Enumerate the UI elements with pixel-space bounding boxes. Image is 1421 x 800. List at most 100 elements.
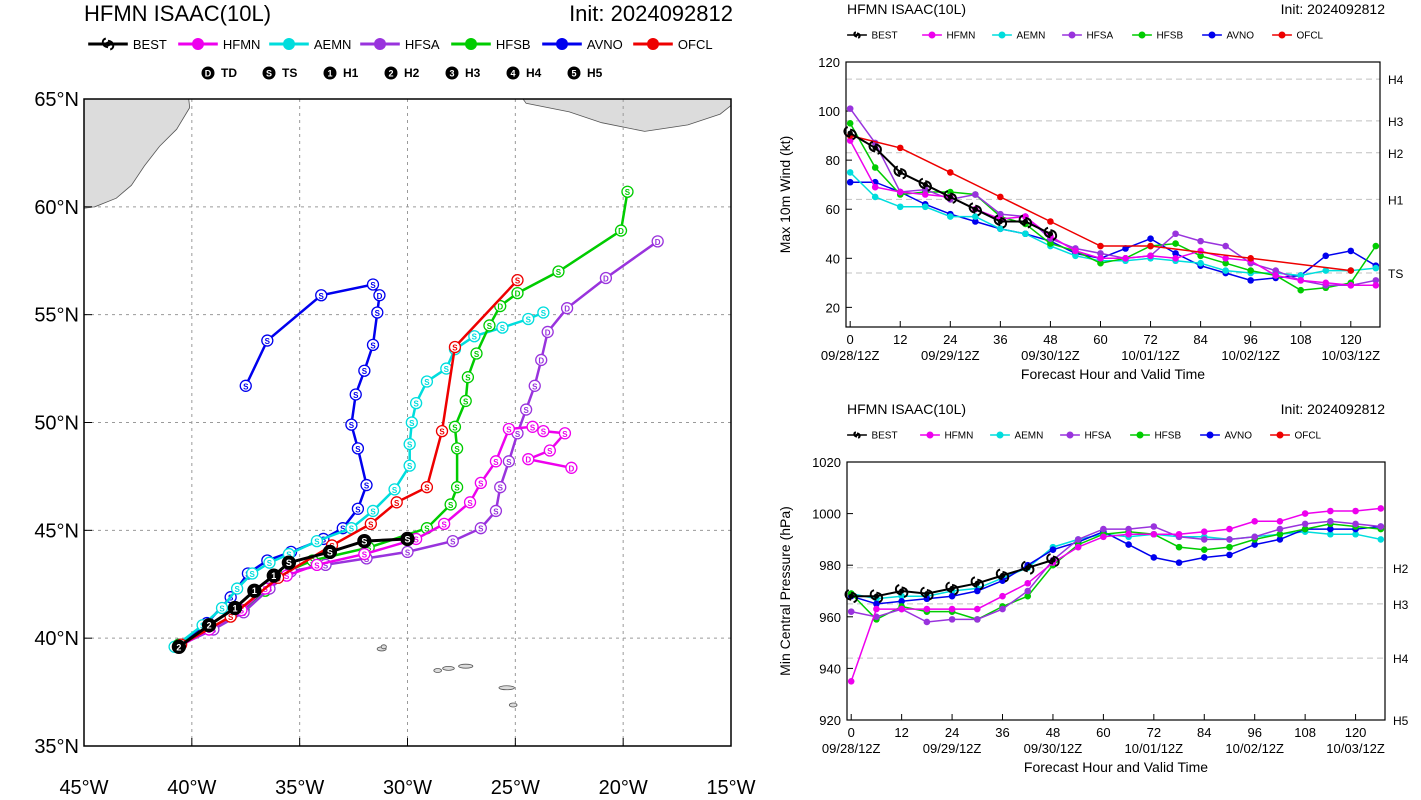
- series-marker-best: [945, 581, 959, 596]
- track-point-glyph: S: [556, 268, 562, 277]
- series-marker-best: [943, 189, 957, 204]
- azores-island: [458, 663, 474, 669]
- legend-intensity-label: H2: [404, 66, 420, 80]
- track-point: [349, 388, 362, 401]
- legend-intensity-label: H4: [526, 66, 542, 80]
- series-marker-hfsa: [1222, 242, 1229, 250]
- series-marker-best-eye: [949, 585, 955, 592]
- series-marker-hfsb: [1247, 267, 1254, 274]
- series-marker-best-eye: [897, 169, 903, 176]
- series-marker-hfsb: [1024, 592, 1032, 600]
- map-tick-label-lon: 20°W: [599, 777, 648, 799]
- series-marker-hfmn: [1072, 247, 1079, 255]
- track-point-glyph: S: [353, 391, 359, 400]
- series-marker-avno: [1322, 252, 1330, 260]
- series-marker-avno: [873, 600, 880, 608]
- series-line-hfmn: [849, 140, 1376, 287]
- chart-init-time: Init: 2024092812: [1281, 1, 1386, 17]
- series-marker-hfsa: [1074, 536, 1082, 543]
- legend-hurricane-icon: [101, 37, 115, 51]
- series-marker-hfsa: [1327, 518, 1334, 525]
- x-date-label: 09/29/12Z: [923, 741, 982, 756]
- iceland-landmass: [522, 99, 731, 132]
- x-axis-label: Forecast Hour and Valid Time: [1021, 366, 1205, 382]
- track-point-glyph: D: [603, 275, 609, 284]
- track-point-glyph: S: [562, 430, 568, 439]
- series-marker-avno: [1200, 554, 1208, 561]
- track-point-glyph: S: [349, 421, 355, 430]
- series-marker-hfmn: [948, 605, 956, 613]
- land-areas: [84, 99, 731, 708]
- track-point: [247, 583, 262, 598]
- chart-title: HFMN ISAAC(10L): [847, 401, 966, 417]
- track-point-glyph: S: [361, 537, 367, 547]
- map-tick-label-lon: 40°W: [167, 777, 216, 799]
- track-point: [373, 289, 386, 302]
- series-marker-hfmn: [1272, 272, 1280, 279]
- legend-label-avno: AVNO: [587, 37, 623, 52]
- map-tick-label-lon: 25°W: [491, 777, 540, 799]
- x-date-label: 09/29/12Z: [921, 348, 980, 363]
- track-point: [351, 502, 365, 515]
- track-point-glyph: S: [267, 559, 273, 568]
- series-marker-hfsa: [1276, 525, 1284, 533]
- series-marker-hfsb: [1226, 543, 1233, 551]
- legend-intensity-label: H1: [343, 66, 359, 80]
- track-point: [541, 325, 554, 339]
- series-marker-hfsa: [948, 616, 956, 623]
- track-point-glyph: S: [454, 445, 460, 454]
- series-marker-avno: [1226, 551, 1233, 559]
- series-marker-hfsb: [1297, 286, 1305, 294]
- series-marker-hfmn: [1147, 252, 1154, 260]
- track-point-glyph: S: [407, 462, 413, 471]
- track-point-glyph: S: [228, 613, 234, 622]
- track-point-glyph: S: [506, 425, 512, 434]
- track-point: [543, 444, 556, 457]
- threshold-label: H2: [1388, 147, 1404, 161]
- series-marker-best: [993, 214, 1008, 229]
- series-line-aemn: [851, 530, 1381, 600]
- track-point-glyph: S: [234, 585, 240, 594]
- track-point: [230, 582, 244, 595]
- threshold-label: H4: [1393, 652, 1409, 666]
- x-tick-label: 24: [943, 332, 957, 347]
- track-point-glyph: S: [413, 535, 419, 544]
- series-marker-hfsa: [1024, 587, 1032, 595]
- track-point-glyph: S: [362, 367, 368, 376]
- series-marker-hfmn: [1251, 518, 1259, 525]
- track-point: [448, 340, 462, 354]
- track-point-glyph: S: [441, 520, 447, 529]
- track-point-glyph: S: [478, 479, 484, 488]
- series-marker-avno: [1251, 541, 1259, 548]
- series-marker-aemn: [921, 203, 929, 211]
- track-point: [371, 306, 384, 319]
- series-marker-best: [995, 568, 1010, 583]
- y-tick-label: 1000: [812, 507, 841, 522]
- track-point-glyph: S: [370, 281, 376, 290]
- series-marker-hfmn: [1301, 510, 1309, 517]
- azores-island: [498, 685, 515, 691]
- series-marker-best-eye: [872, 145, 878, 151]
- azores-island: [442, 665, 455, 671]
- track-point-glyph: S: [478, 525, 484, 534]
- track-point-glyph: S: [286, 558, 292, 568]
- series-marker-hfsa: [999, 605, 1006, 613]
- track-point: [444, 498, 457, 511]
- track-point-glyph: D: [515, 290, 521, 299]
- series-marker-best: [968, 202, 983, 217]
- track-point-glyph: 1: [271, 571, 276, 581]
- legend-marker-hfsb: [1138, 31, 1146, 39]
- track-point: [201, 618, 217, 633]
- track-point: [266, 568, 281, 583]
- track-point-glyph: S: [493, 507, 499, 516]
- series-marker-avno: [1276, 536, 1284, 543]
- series-marker-aemn: [1352, 530, 1359, 538]
- track-point: [565, 461, 578, 474]
- series-marker-hfmn: [1347, 281, 1355, 289]
- series-marker-hfsb: [1197, 252, 1204, 260]
- legend-label-best: BEST: [871, 431, 897, 442]
- x-date-label: 10/02/12Z: [1225, 741, 1284, 756]
- threshold-lines: [846, 78, 1380, 274]
- map-tracks: SSSSSSSSSSSSSSSSDSSSSSSSSSSSSSSSSSSSSSSS…: [168, 185, 664, 654]
- azores-island: [508, 702, 518, 708]
